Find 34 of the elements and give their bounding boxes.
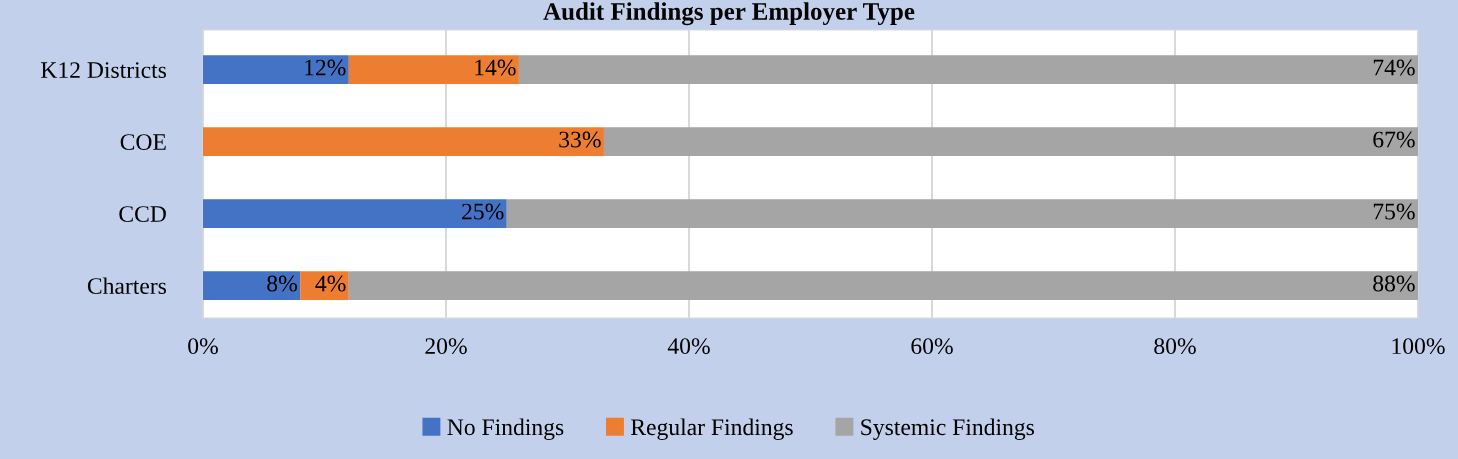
x-tick-label: 0% [188, 338, 218, 355]
data-label: 33% [559, 131, 601, 148]
x-tick-label: 40% [667, 338, 710, 355]
data-label: 25% [462, 203, 504, 220]
bar [518, 55, 1418, 84]
data-label: 8% [267, 275, 297, 292]
bar [203, 55, 349, 84]
y-tick-label: CCD [119, 206, 166, 223]
bar [506, 199, 1418, 228]
y-tick-label: Charters [87, 277, 167, 295]
bar [300, 271, 349, 300]
data-label: 88% [1373, 275, 1415, 292]
y-tick-label: K12 Districts [40, 62, 167, 79]
bar [203, 199, 507, 228]
x-tick-label: 100% [1392, 338, 1445, 355]
x-tick-label: 60% [911, 338, 953, 355]
data-label: 4% [315, 275, 346, 292]
data-label: 75% [1373, 203, 1415, 220]
x-tick-label: 20% [425, 338, 467, 355]
x-tick-label: 80% [1154, 338, 1196, 355]
legend-label: Regular Findings [630, 418, 793, 441]
bar [348, 55, 519, 84]
data-label: 14% [475, 59, 516, 76]
data-label: 67% [1373, 131, 1415, 148]
legend-label: No Findings [447, 418, 564, 441]
bar [203, 127, 604, 156]
bar [348, 271, 1418, 300]
chart-title: Audit Findings per Employer Type [543, 2, 915, 26]
data-label: 74% [1373, 59, 1415, 76]
legend-label: Systemic Findings [861, 418, 1034, 441]
y-tick-label: COE [120, 134, 166, 151]
data-label: 12% [305, 59, 346, 76]
bar [203, 271, 301, 300]
bar [603, 127, 1418, 156]
